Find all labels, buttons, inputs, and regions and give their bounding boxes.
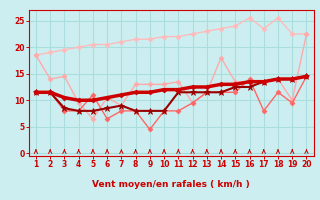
X-axis label: Vent moyen/en rafales ( km/h ): Vent moyen/en rafales ( km/h )	[92, 180, 250, 189]
